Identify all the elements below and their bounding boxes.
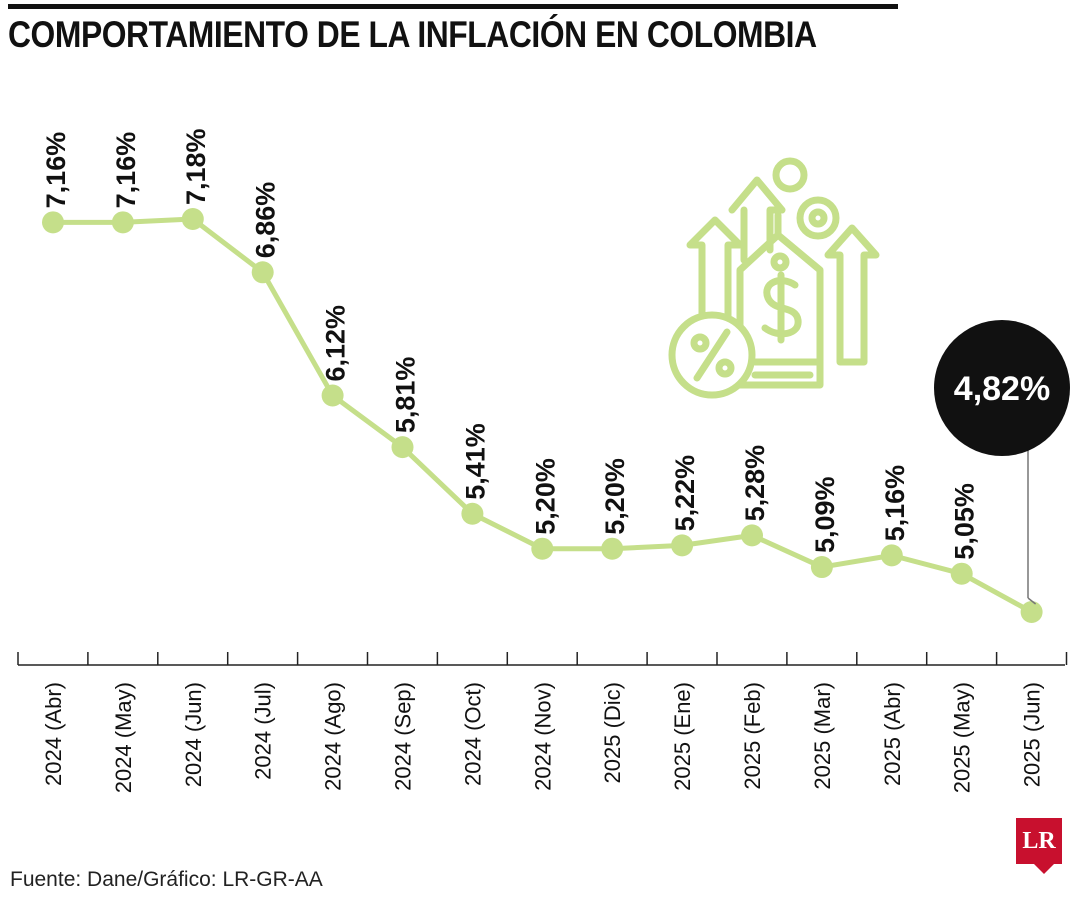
data-point — [880, 544, 903, 567]
x-tick-label: 2025 (Dic) — [600, 682, 625, 783]
data-label: 5,05% — [950, 483, 980, 560]
data-label: 5,20% — [600, 458, 630, 535]
data-point — [391, 436, 414, 459]
data-label: 7,16% — [111, 132, 141, 209]
data-point — [950, 562, 973, 585]
x-tick-label: 2024 (Abr) — [41, 682, 66, 786]
data-points — [42, 208, 1043, 623]
callout-leader — [1027, 597, 1037, 605]
x-tick-label: 2025 (May) — [950, 682, 975, 793]
data-point — [251, 261, 274, 284]
data-label: 5,22% — [670, 455, 700, 532]
chart-title: COMPORTAMIENTO DE LA INFLACIÓN EN COLOMB… — [8, 14, 817, 55]
highlight-callout: 4,82% — [934, 320, 1070, 605]
data-label: 7,18% — [181, 128, 211, 205]
inflation-icon — [668, 157, 880, 399]
x-tick-label: 2025 (Abr) — [880, 682, 905, 786]
lr-logo: LR — [1016, 818, 1062, 874]
data-point — [671, 534, 694, 557]
x-tick-label: 2024 (Ago) — [321, 682, 346, 791]
data-label: 6,86% — [251, 182, 281, 259]
data-label: 5,81% — [391, 357, 421, 434]
top-rule — [8, 4, 898, 9]
callout-value: 4,82% — [954, 370, 1050, 408]
data-label: 7,16% — [41, 132, 71, 209]
x-tick-label: 2024 (Sep) — [391, 682, 416, 791]
x-tick-label: 2025 (Jun) — [1020, 682, 1045, 787]
data-label: 5,09% — [810, 476, 840, 553]
data-point — [111, 211, 134, 234]
data-point — [531, 537, 554, 560]
data-point — [601, 537, 624, 560]
data-point — [181, 208, 204, 230]
data-point — [1020, 601, 1043, 623]
x-axis: 2024 (Abr) 2024 (May) 2024 (Jun) 2024 (Jul)… — [17, 652, 1068, 793]
data-label: 5,16% — [880, 465, 910, 542]
x-tick-label: 2025 (Feb) — [740, 682, 765, 790]
data-label: 5,20% — [530, 458, 560, 535]
x-tick-label: 2024 (Nov) — [530, 682, 555, 791]
source-note: Fuente: Dane/Gráfico: LR-GR-AA — [10, 868, 323, 891]
data-label: 5,28% — [740, 445, 770, 522]
data-point — [461, 502, 484, 525]
data-point — [810, 556, 833, 579]
x-tick-label: 2025 (Mar) — [810, 682, 835, 790]
x-tick-label: 2025 (Ene) — [670, 682, 695, 791]
callout-circle — [934, 320, 1070, 456]
x-tick-label: 2024 (Jun) — [181, 682, 206, 787]
data-label: 5,41% — [460, 423, 490, 500]
data-label: 6,12% — [321, 305, 351, 382]
data-point — [42, 211, 64, 234]
data-point — [741, 524, 763, 547]
x-tick-label: 2024 (Jul) — [251, 682, 276, 780]
x-tick-label: 2024 (Oct) — [460, 682, 485, 786]
x-tick-label: 2024 (May) — [111, 682, 136, 793]
data-point — [321, 384, 344, 407]
data-labels: 7,16% 7,16% 7,18% 6,86% 6,12% 5,81% 5,41% 5,20%… — [41, 128, 980, 559]
